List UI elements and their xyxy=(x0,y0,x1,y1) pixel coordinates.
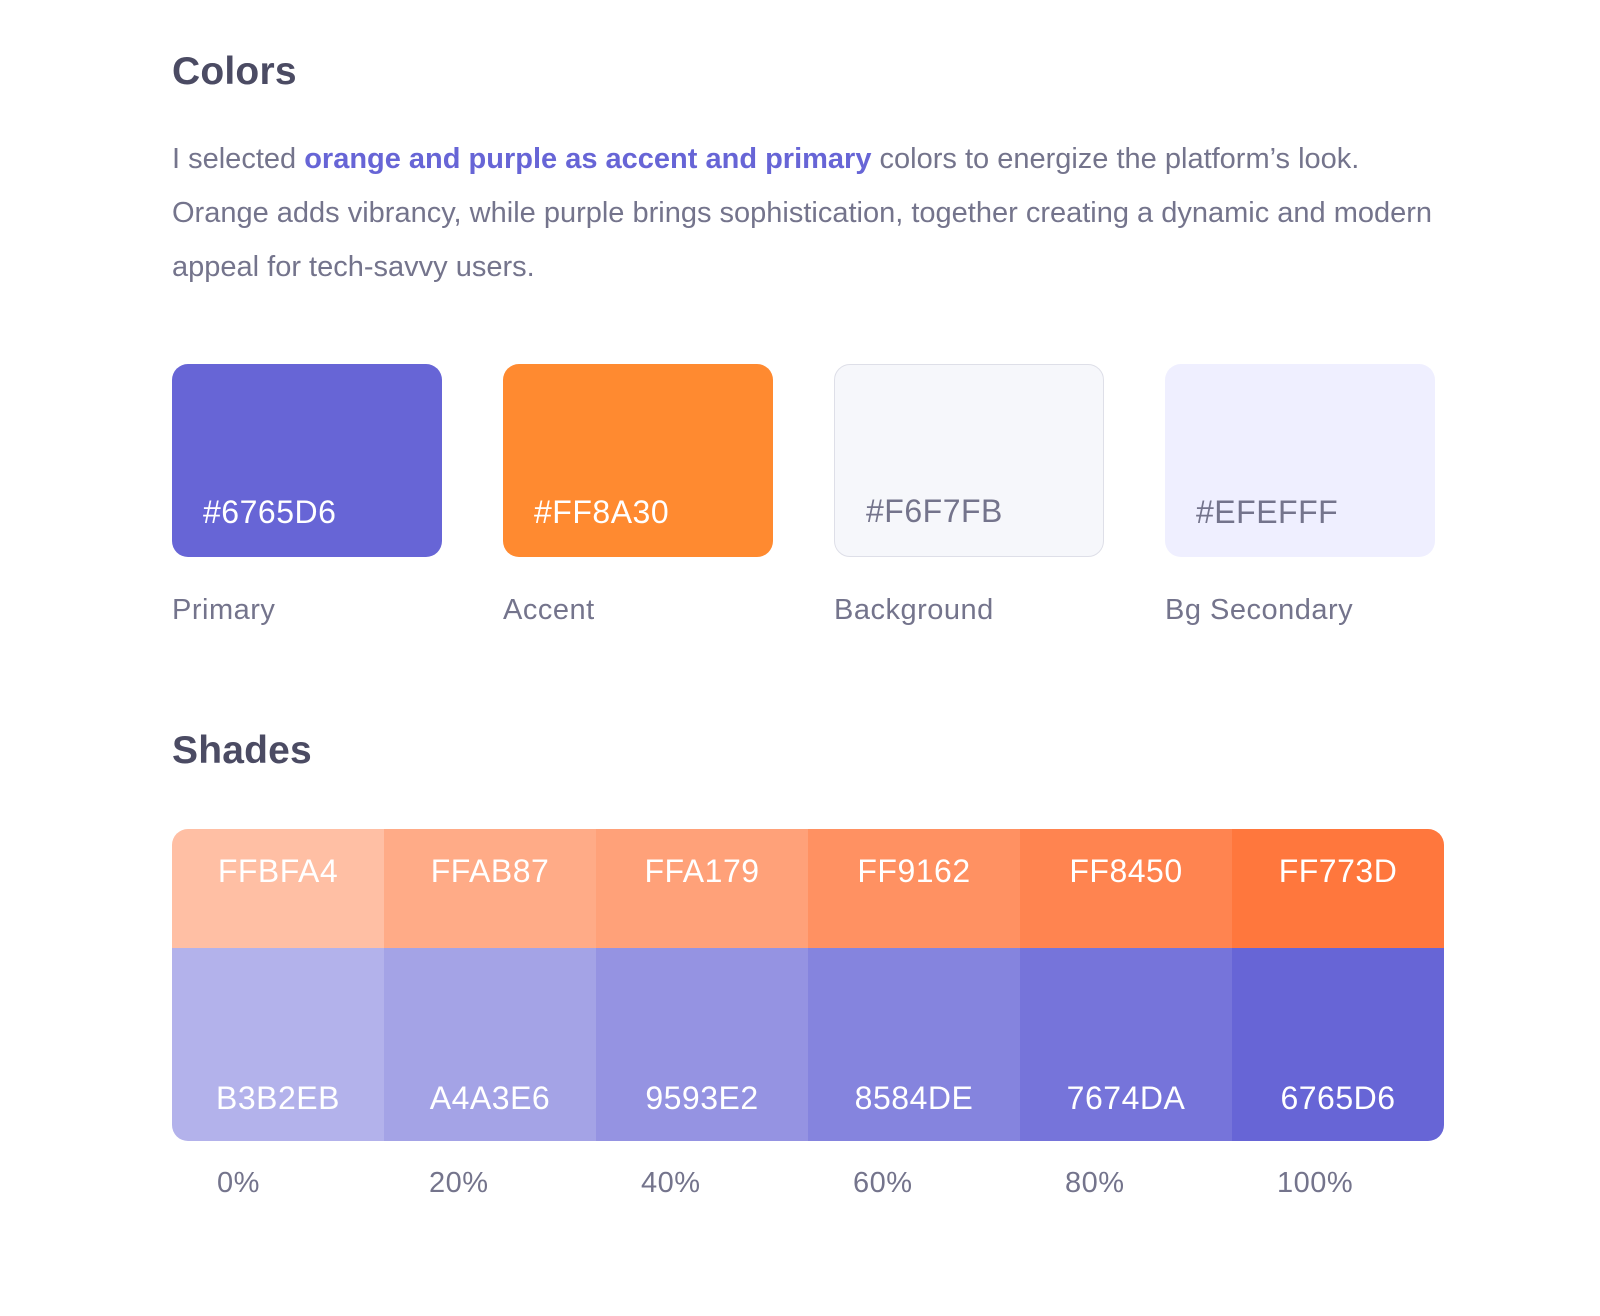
percent-60: 60% xyxy=(808,1167,1020,1207)
shade-hex-label: B3B2EB xyxy=(216,1080,340,1116)
percent-label: 60% xyxy=(853,1167,913,1199)
shade-hex-label: 6765D6 xyxy=(1280,1080,1396,1116)
orange-shade-60: FF9162 xyxy=(808,829,1020,948)
percent-20: 20% xyxy=(384,1167,596,1207)
orange-shade-100: FF773D xyxy=(1232,829,1444,948)
swatch-hex-label: #EFEFFF xyxy=(1196,494,1339,530)
colors-description: I selected orange and purple as accent a… xyxy=(172,132,1444,294)
percent-label: 0% xyxy=(217,1167,260,1199)
swatch-accent: #FF8A30 Accent xyxy=(503,364,773,626)
orange-shade-80: FF8450 xyxy=(1020,829,1232,948)
swatch-primary: #6765D6 Primary xyxy=(172,364,442,626)
swatch-name-label: Bg Secondary xyxy=(1165,594,1354,626)
orange-shade-20: FFAB87 xyxy=(384,829,596,948)
percent-0: 0% xyxy=(172,1167,384,1207)
swatch-background: #F6F7FB Background xyxy=(834,364,1104,626)
shade-hex-label: FFAB87 xyxy=(430,853,550,889)
swatch-name-label: Primary xyxy=(172,594,276,626)
color-swatches: #6765D6 Primary #FF8A30 Accent #F6F7FB B… xyxy=(172,364,1444,634)
percent-100: 100% xyxy=(1232,1167,1444,1207)
shades-heading: Shades xyxy=(172,729,312,772)
purple-shade-0: B3B2EB xyxy=(172,948,384,1141)
shade-percent-labels: 0% 20% 40% 60% 80% 100% xyxy=(172,1167,1444,1207)
percent-40: 40% xyxy=(596,1167,808,1207)
shades-palette: FFBFA4 FFAB87 FFA179 FF9162 FF8450 FF773… xyxy=(172,829,1444,1141)
swatch-bg-secondary: #EFEFFF Bg Secondary xyxy=(1165,364,1435,626)
purple-shade-40: 9593E2 xyxy=(596,948,808,1141)
percent-label: 100% xyxy=(1277,1167,1354,1199)
swatch-hex-label: #F6F7FB xyxy=(866,493,1003,529)
swatch-accent-box: #FF8A30 xyxy=(503,364,773,557)
orange-shade-0: FFBFA4 xyxy=(172,829,384,948)
percent-label: 20% xyxy=(429,1167,489,1199)
shade-hex-label: 8584DE xyxy=(854,1080,974,1116)
description-suffix: colors to energize the platform’s look. … xyxy=(172,143,1433,283)
purple-shade-20: A4A3E6 xyxy=(384,948,596,1141)
shade-hex-label: FF9162 xyxy=(857,853,971,889)
shade-hex-label: FF773D xyxy=(1278,853,1398,889)
description-highlight: orange and purple as accent and primary xyxy=(304,143,872,175)
swatch-name-label: Accent xyxy=(503,594,595,626)
orange-shade-40: FFA179 xyxy=(596,829,808,948)
swatch-name-label: Background xyxy=(834,594,994,626)
shade-hex-label: 7674DA xyxy=(1066,1080,1186,1116)
orange-shades-row: FFBFA4 FFAB87 FFA179 FF9162 FF8450 FF773… xyxy=(172,829,1444,948)
purple-shades-row: B3B2EB A4A3E6 9593E2 8584DE 7674DA 6765D… xyxy=(172,948,1444,1141)
purple-shade-100: 6765D6 xyxy=(1232,948,1444,1141)
percent-label: 40% xyxy=(641,1167,701,1199)
purple-shade-60: 8584DE xyxy=(808,948,1020,1141)
purple-shade-80: 7674DA xyxy=(1020,948,1232,1141)
shade-hex-label: A4A3E6 xyxy=(429,1080,551,1116)
shade-hex-label: FFBFA4 xyxy=(217,853,339,889)
shade-hex-label: FFA179 xyxy=(644,853,760,889)
colors-heading: Colors xyxy=(172,50,297,93)
swatch-background-box: #F6F7FB xyxy=(834,364,1104,557)
swatch-hex-label: #6765D6 xyxy=(203,494,337,530)
shade-hex-label: FF8450 xyxy=(1069,853,1183,889)
description-prefix: I selected xyxy=(172,143,305,175)
percent-80: 80% xyxy=(1020,1167,1232,1207)
shade-hex-label: 9593E2 xyxy=(645,1080,759,1116)
percent-label: 80% xyxy=(1065,1167,1125,1199)
swatch-hex-label: #FF8A30 xyxy=(534,494,670,530)
swatch-bg-secondary-box: #EFEFFF xyxy=(1165,364,1435,557)
swatch-primary-box: #6765D6 xyxy=(172,364,442,557)
